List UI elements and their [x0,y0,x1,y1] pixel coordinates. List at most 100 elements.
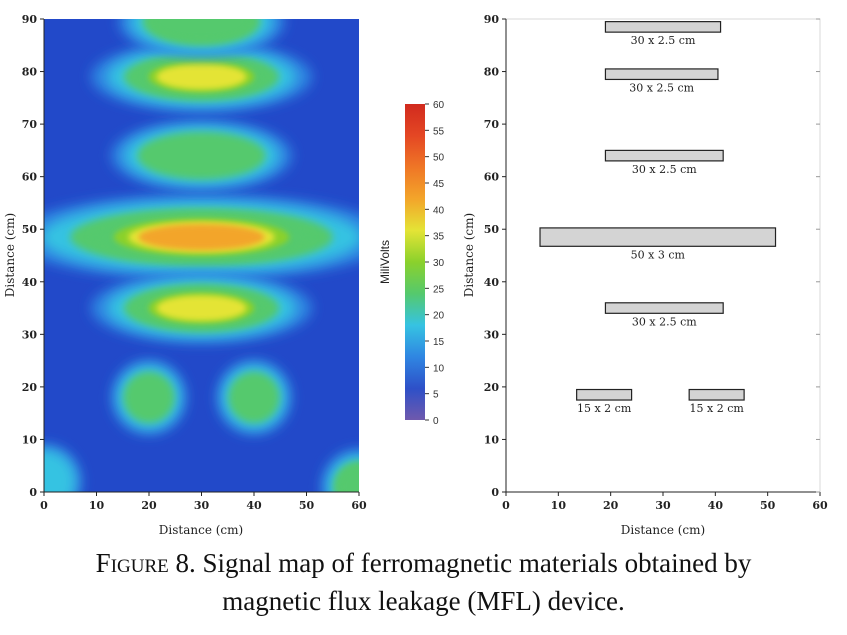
figure-caption-label: Figure 8. [95,548,196,578]
bar-x-tick-label: 40 [708,499,724,512]
heatmap-hotspot [321,449,359,492]
heatmap-y-tick-label: 70 [22,118,38,131]
bar-y-tick-label: 20 [484,381,500,394]
figure-caption-line-2: magnetic flux leakage (MFL) device. [0,584,847,618]
heatmap-y-axis-label: Distance (cm) [3,213,17,297]
heatmap-x-tick-label: 30 [194,499,210,512]
colorbar-tick-label: 15 [433,337,445,348]
bar-x-axis-label: Distance (cm) [621,523,705,537]
heatmap-x-tick-label: 50 [299,499,315,512]
colorbar-gradient [405,104,425,420]
bar-plot-area [505,18,821,493]
bar-x-tick-label: 50 [760,499,776,512]
heatmap-contour [156,64,247,90]
bar-x-tick-label: 0 [502,499,510,512]
colorbar-tick-label: 20 [433,311,445,322]
bar-marks: 30 x 2.5 cm 30 x 2.5 cm 30 x 2.5 cm 50 x 3 … [539,21,777,415]
colorbar-tick-label: 25 [433,284,445,295]
heatmap-hotspot [91,273,312,344]
bar-label: 30 x 2.5 cm [631,34,696,47]
bar-rect [604,149,724,162]
colorbar-tick-label: 40 [433,205,445,216]
heatmap-hotspots [44,19,359,492]
heatmap-contour [44,449,76,492]
heatmap-contour [123,371,175,423]
heatmap-hotspot [118,19,285,57]
colorbar-tick-label: 50 [433,153,445,164]
heatmap-y-tick-label: 0 [29,486,37,499]
bar-x-tick-label: 20 [603,499,619,512]
bar-y-tick-label: 40 [484,276,500,289]
bar-label: 30 x 2.5 cm [629,81,694,94]
bar-y-tick-label: 50 [484,223,500,236]
heatmap-y-tick-label: 40 [22,276,38,289]
heatmap-hotspot [91,41,312,112]
bar-label: 15 x 2 cm [577,402,632,415]
figure-caption-text-1: Signal map of ferromagnetic materials ob… [202,548,752,578]
heatmap-y-tick-label: 10 [22,433,38,446]
heatmap-contour [137,131,266,180]
bar-x-tick-label: 60 [812,499,828,512]
heatmap-x-tick-label: 40 [246,499,262,512]
bar-axes: 0 10 20 30 40 50 60 0 10 20 30 40 50 60 70 80 90 [484,13,828,512]
heatmap-contour [156,295,247,321]
heatmap-chart: 0 10 20 30 40 50 60 0 10 20 30 40 50 60 70 80 90 Distanc… [3,13,367,537]
figure-caption-text-2: magnetic flux leakage (MFL) device. [222,586,625,616]
colorbar: 0 5 10 15 20 25 30 35 40 45 50 55 60 MiliVolts [378,100,445,427]
heatmap-y-tick-label: 30 [22,328,38,341]
heatmap-hotspot [111,359,187,435]
bar-y-tick-label: 10 [484,433,500,446]
heatmap-hotspot [44,194,359,280]
colorbar-tick-label: 45 [433,179,445,190]
heatmap-contour [151,19,252,42]
colorbar-tick-label: 5 [433,390,439,401]
colorbar-tick-label: 30 [433,258,445,269]
bar-y-tick-label: 90 [484,13,500,26]
heatmap-contour [228,371,280,423]
heatmap-y-tick-label: 90 [22,13,38,26]
bar-label: 30 x 2.5 cm [632,163,697,176]
bar-y-tick-label: 80 [484,66,500,79]
bar-label: 50 x 3 cm [631,248,686,261]
bar-rect [604,302,724,314]
colorbar-label: MiliVolts [378,240,392,284]
colorbar-tick-label: 0 [433,416,439,427]
heatmap-x-axis-label: Distance (cm) [159,523,243,537]
colorbar-tick-label: 10 [433,363,445,374]
heatmap-hotspot [111,120,292,191]
heatmap-y-tick-label: 20 [22,381,38,394]
heatmap-hotspot [216,359,292,435]
heatmap-contour [138,224,265,251]
bar-x-tick-label: 10 [551,499,567,512]
colorbar-tick-label: 35 [433,232,445,243]
bar-y-tick-label: 60 [484,171,500,184]
heatmap-x-tick-label: 10 [89,499,105,512]
colorbar-tick-label: 60 [433,100,445,111]
heatmap-axes: 0 10 20 30 40 50 60 0 10 20 30 40 50 60 70 80 90 [22,13,367,512]
colorbar-tick-label: 55 [433,126,445,137]
bar-range-chart: 0 10 20 30 40 50 60 0 10 20 30 40 50 60 70 80 90 30 x 2.… [462,13,828,537]
bar-label: 30 x 2.5 cm [632,315,697,328]
bar-rect [539,227,777,247]
colorbar-ticks: 0 5 10 15 20 25 30 35 40 45 50 55 60 [425,100,445,427]
bar-y-tick-label: 70 [484,118,500,131]
bar-x-tick-label: 30 [655,499,671,512]
heatmap-y-tick-label: 50 [22,223,38,236]
bar-rect [576,388,633,401]
figure-caption-line-1: Figure 8. Signal map of ferromagnetic ma… [0,546,847,580]
heatmap-y-tick-label: 60 [22,171,38,184]
bar-y-tick-label: 30 [484,328,500,341]
heatmap-hotspot [44,444,82,492]
bar-label: 15 x 2 cm [690,402,745,415]
heatmap-x-tick-label: 0 [40,499,48,512]
heatmap-contour [338,465,359,492]
bar-rect [604,68,719,81]
heatmap-x-tick-label: 60 [351,499,367,512]
heatmap-x-tick-label: 20 [141,499,157,512]
bar-rect [604,21,722,33]
bar-y-tick-label: 0 [491,486,499,499]
heatmap-y-tick-label: 80 [22,66,38,79]
bar-rect [688,388,745,401]
bar-y-axis-label: Distance (cm) [462,213,476,297]
